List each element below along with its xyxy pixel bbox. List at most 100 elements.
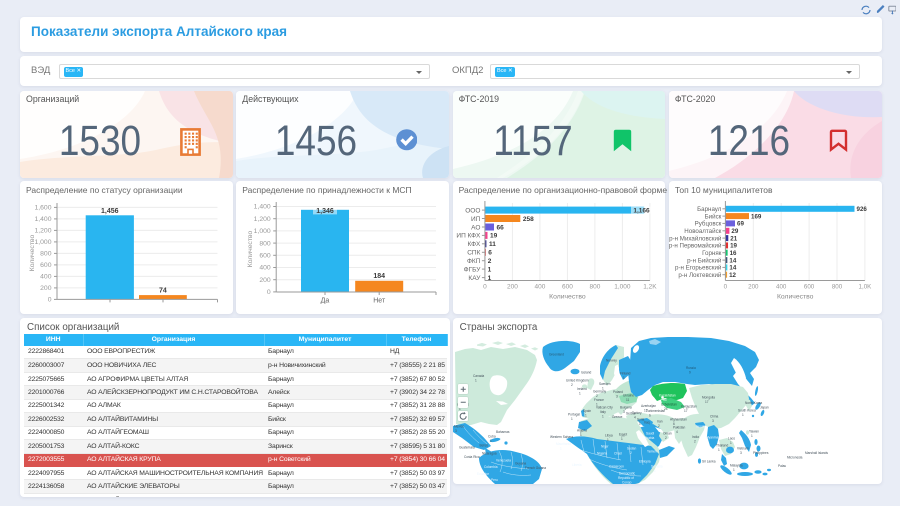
svg-text:Costa Rica: Costa Rica <box>464 455 480 459</box>
svg-text:Azerbaijan: Azerbaijan <box>641 404 656 408</box>
svg-text:Republic of: Republic of <box>618 476 634 480</box>
svg-text:69: 69 <box>737 220 744 227</box>
svg-text:800: 800 <box>260 240 272 247</box>
svg-text:1: 1 <box>580 433 582 437</box>
svg-text:French Guiana: French Guiana <box>525 466 546 470</box>
svg-text:1: 1 <box>459 407 461 411</box>
svg-text:р-н Егорьевский: р-н Егорьевский <box>675 264 722 271</box>
svg-text:2: 2 <box>665 436 667 440</box>
svg-text:Algeria: Algeria <box>577 428 587 432</box>
svg-text:1: 1 <box>621 437 623 441</box>
svg-text:Greece: Greece <box>612 415 623 419</box>
svg-text:Iraq: Iraq <box>644 420 650 424</box>
svg-text:400: 400 <box>40 273 52 280</box>
svg-text:1,0K: 1,0K <box>858 283 872 290</box>
svg-text:р-н Бийский: р-н Бийский <box>687 257 722 264</box>
svg-text:1: 1 <box>607 438 609 442</box>
svg-text:600: 600 <box>562 283 573 290</box>
svg-text:4: 4 <box>634 415 636 419</box>
svg-text:3: 3 <box>455 429 457 433</box>
svg-text:Finland: Finland <box>620 371 631 375</box>
svg-text:Poland: Poland <box>613 390 623 394</box>
svg-text:1: 1 <box>602 414 604 418</box>
svg-text:1,600: 1,600 <box>34 204 51 211</box>
svg-text:СПК: СПК <box>467 249 480 256</box>
svg-text:р-н Первомайский: р-н Первомайский <box>669 242 722 249</box>
svg-text:Cuba: Cuba <box>488 434 496 438</box>
svg-text:Guyana: Guyana <box>515 461 526 465</box>
svg-text:Canada: Canada <box>473 374 484 378</box>
svg-text:Mongolia: Mongolia <box>702 395 715 399</box>
svg-text:Libya: Libya <box>605 433 613 437</box>
svg-text:200: 200 <box>260 276 272 283</box>
svg-text:66: 66 <box>496 224 504 231</box>
svg-text:1: 1 <box>490 439 492 443</box>
svg-text:14: 14 <box>729 264 736 271</box>
svg-text:Nigeria: Nigeria <box>597 451 607 455</box>
svg-text:184: 184 <box>374 273 386 280</box>
svg-text:1: 1 <box>654 469 656 473</box>
svg-text:р-н Локтевский: р-н Локтевский <box>678 271 722 278</box>
svg-text:Japan: Japan <box>760 405 769 409</box>
svg-text:Portugal: Portugal <box>568 412 580 416</box>
svg-text:1,400: 1,400 <box>254 203 271 210</box>
svg-text:France: France <box>594 398 604 402</box>
svg-text:Arabia: Arabia <box>645 436 654 440</box>
svg-text:Нет: Нет <box>374 297 387 304</box>
svg-text:Oman: Oman <box>663 431 672 435</box>
svg-text:1: 1 <box>560 446 562 450</box>
svg-text:North Korea: North Korea <box>745 401 762 405</box>
svg-text:Myanmar: Myanmar <box>706 435 720 439</box>
svg-text:Congo: Congo <box>622 480 632 484</box>
svg-text:АО: АО <box>471 224 480 231</box>
svg-text:Mauritania: Mauritania <box>556 442 571 446</box>
svg-text:1: 1 <box>602 386 604 390</box>
svg-text:6: 6 <box>488 249 492 256</box>
svg-text:Новоалтайск: Новоалтайск <box>684 228 721 235</box>
svg-text:1,000: 1,000 <box>614 283 631 290</box>
svg-text:Nepal: Nepal <box>696 424 705 428</box>
svg-text:Micronesia: Micronesia <box>787 455 803 459</box>
svg-text:Бийск: Бийск <box>705 213 722 220</box>
svg-text:1: 1 <box>742 413 744 417</box>
svg-text:Venezuela: Venezuela <box>496 458 511 462</box>
svg-text:926: 926 <box>856 206 867 213</box>
svg-text:1,346: 1,346 <box>317 208 335 215</box>
svg-text:600: 600 <box>40 262 52 269</box>
svg-text:3: 3 <box>740 451 742 455</box>
svg-text:1,2K: 1,2K <box>643 283 657 290</box>
svg-text:1: 1 <box>475 378 477 382</box>
svg-text:0: 0 <box>48 296 52 303</box>
svg-text:Belize: Belize <box>479 443 488 447</box>
svg-text:200: 200 <box>507 283 518 290</box>
svg-text:КФХ: КФХ <box>467 241 481 248</box>
svg-text:2: 2 <box>596 394 598 398</box>
svg-text:Количество: Количество <box>29 234 36 271</box>
svg-text:Serbia: Serbia <box>626 411 635 415</box>
svg-text:Egypt: Egypt <box>619 432 627 436</box>
svg-text:ИП КФХ: ИП КФХ <box>456 232 481 239</box>
svg-text:Vietnam: Vietnam <box>737 446 749 450</box>
svg-text:200: 200 <box>40 285 52 292</box>
svg-text:1: 1 <box>585 413 587 417</box>
svg-text:1: 1 <box>623 376 625 380</box>
svg-text:29: 29 <box>731 228 738 235</box>
svg-text:800: 800 <box>40 250 52 257</box>
svg-text:Guatemala: Guatemala <box>459 445 475 449</box>
svg-text:Afghanistan: Afghanistan <box>670 417 687 421</box>
svg-text:1: 1 <box>487 274 491 281</box>
svg-text:74: 74 <box>159 287 167 294</box>
svg-text:Norway: Norway <box>606 358 617 362</box>
svg-text:400: 400 <box>260 264 272 271</box>
svg-text:Spain: Spain <box>583 409 591 413</box>
svg-text:Niger: Niger <box>601 444 610 448</box>
svg-text:1: 1 <box>487 266 491 273</box>
svg-text:Ukraine: Ukraine <box>623 393 634 397</box>
svg-text:2: 2 <box>487 258 491 265</box>
svg-text:19: 19 <box>730 242 737 249</box>
svg-text:1: 1 <box>733 468 735 472</box>
svg-text:Malaysia: Malaysia <box>730 463 743 467</box>
svg-text:Western Sahara: Western Sahara <box>550 435 573 439</box>
svg-text:Uzbekistan: Uzbekistan <box>661 402 677 406</box>
svg-text:Iceland: Iceland <box>581 370 592 374</box>
